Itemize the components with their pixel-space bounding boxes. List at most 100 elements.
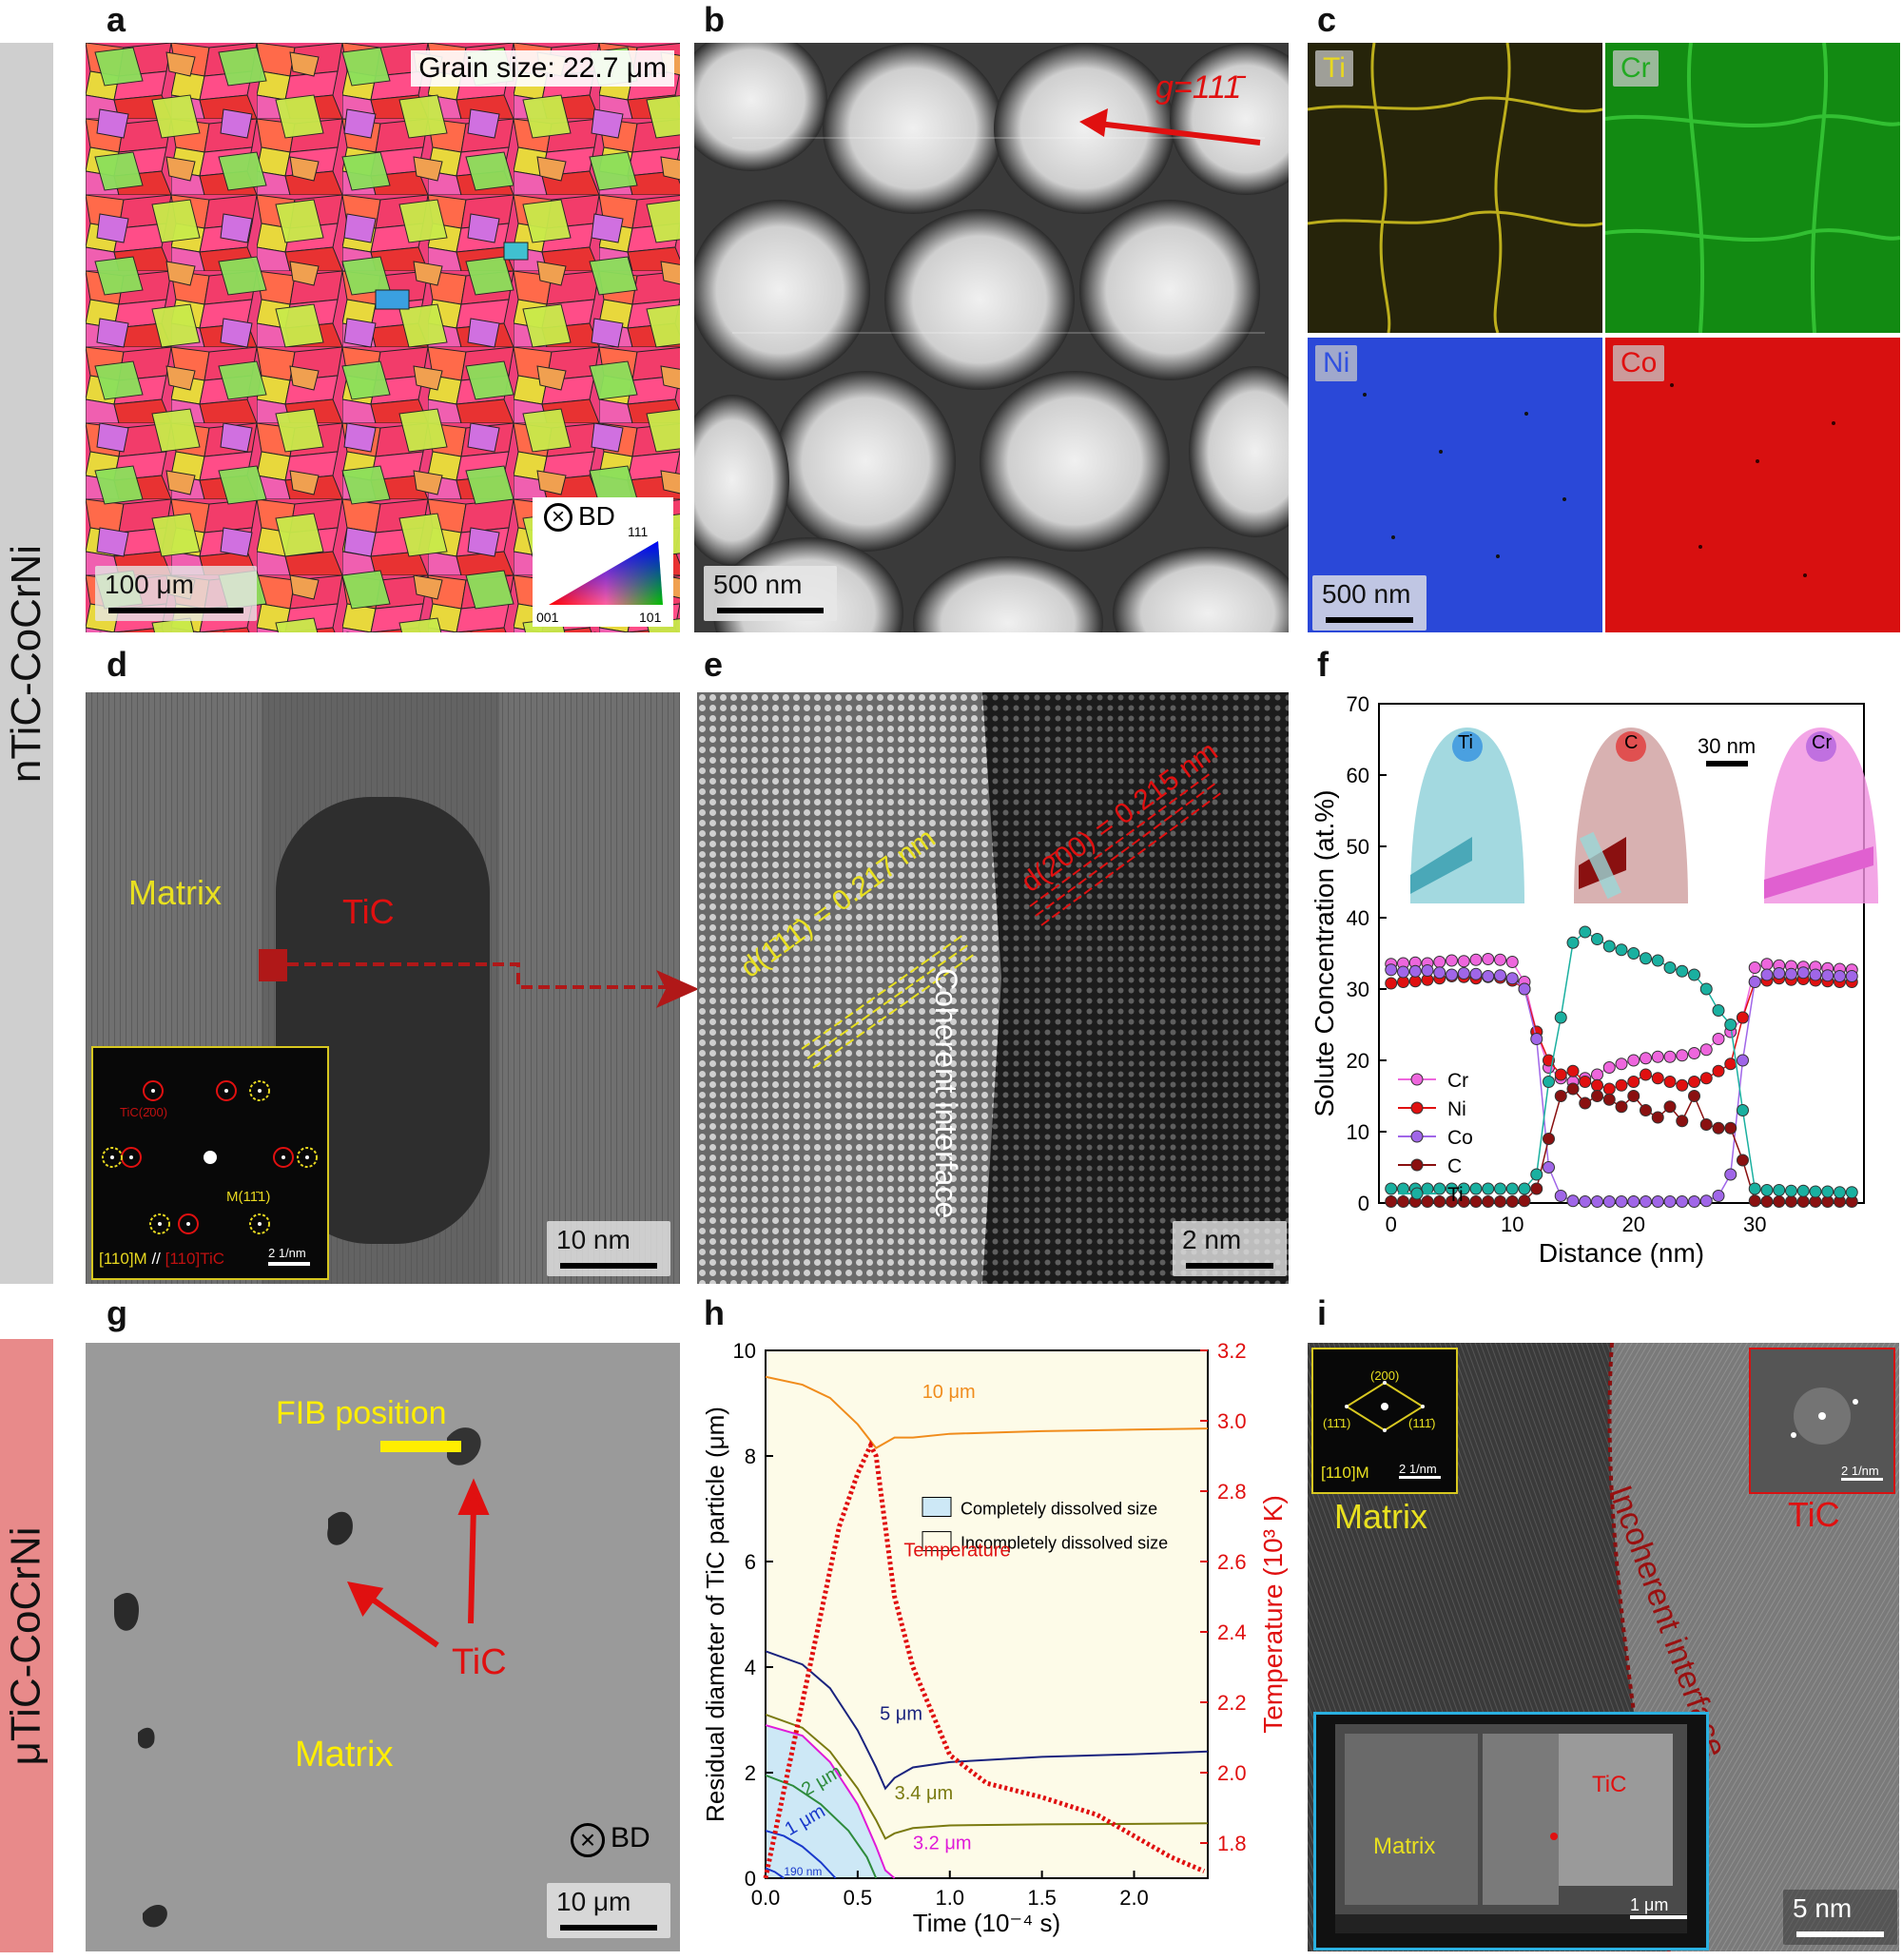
chart-f-point-C (1554, 1090, 1567, 1102)
chart-f-legend-label: Co (1447, 1127, 1473, 1149)
chart-h-line-temperature (763, 1440, 1206, 1879)
chart-f-point-Co (1408, 964, 1422, 978)
chart-f-point-Ti (1834, 1186, 1846, 1199)
chart-f-point-C (1676, 1115, 1689, 1128)
fft-inset-matrix: (200) (11̄1) (111̄) [110]M 2 1/nm (1311, 1348, 1458, 1494)
panel-label-a: a (107, 0, 126, 39)
chart-f-point-C (1530, 1182, 1543, 1195)
chart-h-ylabel-right: Temperature (10³ K) (1258, 1495, 1288, 1734)
apt-scale-text: 30 nm (1698, 734, 1756, 758)
chart-f-point-Cr (1457, 955, 1470, 968)
chart-f-point-Ti (1579, 925, 1592, 939)
chart-f-point-Co (1469, 967, 1483, 980)
chart-f-point-Co (1737, 1054, 1749, 1067)
ipf-111: 111 (628, 524, 649, 539)
panel-label-f: f (1317, 645, 1329, 684)
row-label-bottom: μTiC-CoCrNi (0, 1339, 53, 1952)
scale-bar-b: 500 nm (704, 566, 837, 621)
fft-inset-d: TiC(2̄00) M(11̄1) [110]M // [110]TiC 2 1… (91, 1046, 329, 1280)
chart-f-xtick-label: 20 (1622, 1213, 1645, 1236)
fft-scale-i: 2 1/nm (1399, 1462, 1441, 1479)
chart-f-ytick-label: 0 (1358, 1192, 1369, 1215)
chart-f-legend-label: C (1447, 1155, 1462, 1177)
panel-e-hrtem: d(1̄11̄) = 0.217 nm d(2̄00) = 0.215 nm C… (697, 692, 1289, 1284)
chart-f-point-Co (1699, 1194, 1713, 1208)
chart-f-xtick-label: 10 (1501, 1213, 1524, 1236)
apt-tip-ti: Ti (1406, 723, 1529, 903)
fft-111a-label: (11̄1) (1323, 1416, 1351, 1430)
chart-f-point-Co (1640, 1195, 1652, 1208)
chart-f-point-C (1566, 1082, 1580, 1096)
chart-f-point-Ti (1676, 964, 1689, 978)
chart-h-ytick-right-label: 1.8 (1217, 1832, 1247, 1855)
chart-f-point-Co (1748, 976, 1761, 988)
chart-f-point-Cr (1651, 1050, 1664, 1063)
chart-f-point-Ni (1663, 1076, 1677, 1088)
chart-f-point-C (1518, 1194, 1531, 1208)
chart-h-line-3.4 μm (765, 1714, 1209, 1840)
chart-f-legend-marker (1410, 1158, 1424, 1172)
chart-f-point-Co (1494, 969, 1506, 982)
panel-label-e: e (704, 645, 724, 684)
apt-tip-ti-shape (1410, 728, 1524, 903)
chart-f-point-Co (1433, 966, 1446, 980)
chart-f-point-C (1543, 1133, 1555, 1145)
chart-f-point-Ti (1688, 968, 1700, 981)
chart-f-point-Co (1591, 1195, 1603, 1208)
chart-f-point-Ni (1591, 1078, 1603, 1092)
chart-f-point-Cr (1699, 1043, 1713, 1057)
chart-f-point-Cr (1760, 958, 1774, 971)
chart-f-point-C (1469, 1195, 1483, 1208)
chart-h-ylabel: Residual diameter of TiC particle (μm) (701, 1407, 729, 1822)
fft-111b-label: (111̄) (1408, 1416, 1436, 1430)
panel-c-eds-cr: Cr (1605, 43, 1900, 333)
chart-h-line-2 μm (765, 1774, 878, 1879)
fft-matrix-pattern (1345, 1381, 1425, 1432)
chart-f-point-Ni (1385, 977, 1398, 990)
chart-f-point-Co (1785, 967, 1797, 980)
chart-f-point-Ti (1505, 1182, 1519, 1195)
chart-f-point-Co (1821, 969, 1834, 982)
chart-f-point-C (1737, 1154, 1749, 1167)
panel-a-ebsd-map: Grain size: 22.7 μm 100 μm × BD 111 0 (86, 43, 680, 632)
bd-symbol-g-icon: × (571, 1823, 605, 1857)
chart-f-point-Ti (1554, 1011, 1567, 1024)
chart-h-legend-swatch-incomplete (922, 1531, 952, 1552)
chart-f-point-Ti (1724, 1019, 1737, 1031)
panel-label-d: d (107, 645, 127, 684)
chart-h-ytick-right-label: 2.6 (1217, 1550, 1247, 1574)
chart-f-point-Ti (1773, 1184, 1786, 1196)
chart-f-ytick-label: 70 (1347, 692, 1369, 716)
chart-f-point-Co (1760, 968, 1774, 981)
chart-h-annotation: 5 μm (880, 1704, 922, 1725)
eds-tag-ti: Ti (1315, 50, 1353, 87)
g-vector-label: g=111̄ (1155, 69, 1242, 106)
apt-scale: 30 nm (1698, 734, 1756, 767)
chart-h-annotation: 10 μm (922, 1382, 976, 1403)
chart-f-point-Ti (1530, 1168, 1543, 1181)
chart-f-point-Ni (1737, 1011, 1749, 1024)
chart-f-ytick-label: 50 (1347, 835, 1369, 859)
chart-f-point-Co (1663, 1195, 1677, 1208)
scale-bar-c: 500 nm (1312, 575, 1426, 631)
chart-f-point-C (1773, 1195, 1786, 1208)
chart-f-point-C (1615, 1100, 1628, 1114)
chart-f-point-C (1433, 1195, 1446, 1208)
chart-h-xtick-label: 0.0 (751, 1886, 781, 1910)
chart-f-point-Ti (1543, 1076, 1555, 1088)
chart-f-point-Ni (1566, 1064, 1580, 1077)
coherent-interface-label: Coherent interface (929, 968, 963, 1219)
chart-f-point-Cr (1748, 961, 1761, 974)
chart-f-point-Cr (1676, 1049, 1689, 1062)
chart-f-point-C (1699, 1118, 1713, 1131)
fib-position-label: FIB position (276, 1395, 447, 1431)
chart-f-point-Cr (1688, 1047, 1700, 1059)
matrix-label-g: Matrix (295, 1735, 394, 1775)
chart-f-point-C (1482, 1195, 1495, 1208)
chart-h-ytick-right-label: 2.0 (1217, 1761, 1247, 1785)
chart-h-dissolved-area (766, 1725, 895, 1878)
chart-f-point-C (1602, 1093, 1616, 1106)
chart-f-point-Cr (1640, 1052, 1652, 1065)
chart-f-point-Cr (1433, 956, 1446, 968)
fft-zone-tic: [110]TiC (165, 1250, 224, 1268)
